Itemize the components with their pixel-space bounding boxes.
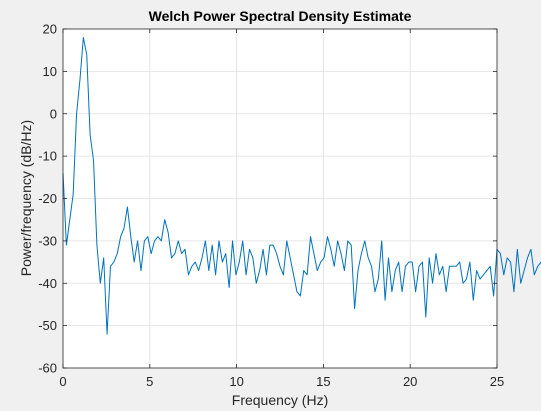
y-tick-label: 10 xyxy=(43,64,57,79)
ticks: 0 5 10 15 20 25 -60 -50 -40 -30 -20 -10 0 10 20 xyxy=(38,22,504,390)
x-tick-label: 15 xyxy=(316,374,330,389)
y-tick-label: -20 xyxy=(38,191,57,206)
y-tick-label: -10 xyxy=(38,149,57,164)
chart-title: Welch Power Spectral Density Estimate xyxy=(149,8,412,24)
x-tick-label: 10 xyxy=(229,374,243,389)
y-tick-label: 20 xyxy=(43,22,57,37)
y-axis-label: Power/frequency (dB/Hz) xyxy=(18,120,34,276)
series-layer xyxy=(62,36,541,335)
y-tick-label: -50 xyxy=(38,318,57,333)
y-tick-label: 0 xyxy=(50,106,57,121)
grid xyxy=(63,29,497,368)
psd-series-line xyxy=(62,36,541,335)
x-tick-label: 5 xyxy=(146,374,153,389)
x-tick-label: 0 xyxy=(59,374,66,389)
x-axis-label: Frequency (Hz) xyxy=(232,392,328,408)
x-tick-label: 20 xyxy=(403,374,417,389)
y-tick-label: -40 xyxy=(38,276,57,291)
y-tick-label: -30 xyxy=(38,233,57,248)
y-tick-label: -60 xyxy=(38,361,57,376)
x-tick-label: 25 xyxy=(490,374,504,389)
